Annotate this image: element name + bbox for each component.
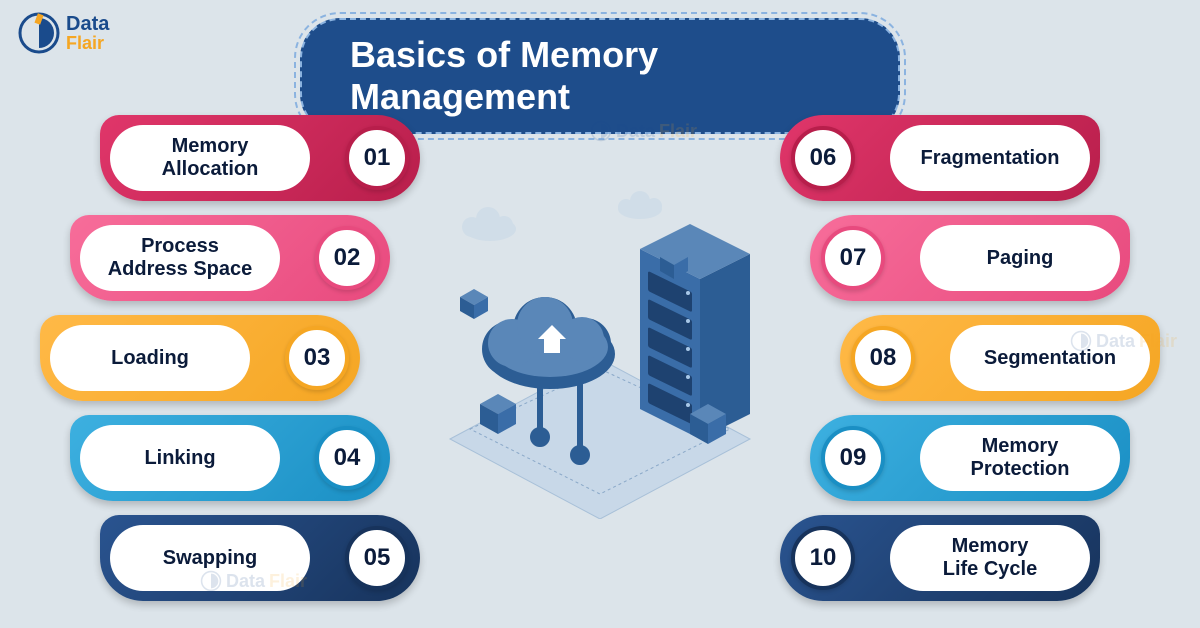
pill-label: Paging [920, 225, 1120, 291]
list-item: MemoryProtection 09 [810, 415, 1130, 501]
list-item: MemoryLife Cycle 10 [780, 515, 1100, 601]
list-item: Linking 04 [70, 415, 390, 501]
pill-label: Segmentation [950, 325, 1150, 391]
logo-line2: Flair [66, 34, 109, 52]
pill-number: 03 [285, 326, 349, 390]
list-item: Fragmentation 06 [780, 115, 1100, 201]
pill-label: MemoryAllocation [110, 125, 310, 191]
left-column: MemoryAllocation01ProcessAddress Space02… [0, 115, 360, 615]
logo-text: Data Flair [66, 14, 109, 52]
list-item: Paging 07 [810, 215, 1130, 301]
pill-label: Swapping [110, 525, 310, 591]
pill-label: ProcessAddress Space [80, 225, 280, 291]
logo: Data Flair [18, 12, 109, 54]
pill-label: Fragmentation [890, 125, 1090, 191]
pill-number: 01 [345, 126, 409, 190]
pill-number: 08 [851, 326, 915, 390]
right-column: Fragmentation06Paging07Segmentation08Mem… [840, 115, 1200, 615]
pill-label: MemoryProtection [920, 425, 1120, 491]
list-item: Segmentation 08 [840, 315, 1160, 401]
pill-number: 06 [791, 126, 855, 190]
list-item: ProcessAddress Space 02 [70, 215, 390, 301]
pill-label: Loading [50, 325, 250, 391]
pill-number: 10 [791, 526, 855, 590]
pill-number: 07 [821, 226, 885, 290]
logo-icon [18, 12, 60, 54]
pill-number: 05 [345, 526, 409, 590]
center-illustration [410, 159, 790, 519]
pill-number: 04 [315, 426, 379, 490]
pill-number: 09 [821, 426, 885, 490]
pill-label: MemoryLife Cycle [890, 525, 1090, 591]
list-item: Loading 03 [40, 315, 360, 401]
logo-line1: Data [66, 14, 109, 34]
pill-number: 02 [315, 226, 379, 290]
list-item: MemoryAllocation 01 [100, 115, 420, 201]
list-item: Swapping 05 [100, 515, 420, 601]
pill-label: Linking [80, 425, 280, 491]
